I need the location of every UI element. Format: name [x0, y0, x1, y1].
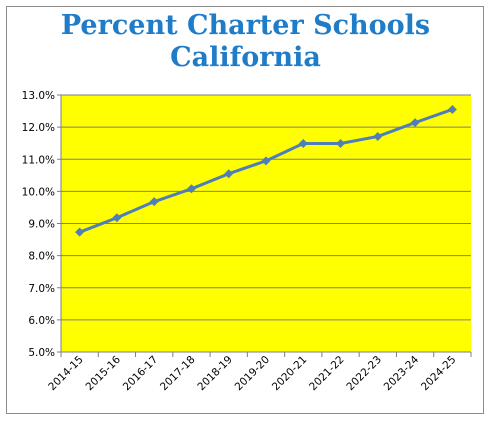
- y-tick-label: 10.0%: [22, 186, 55, 198]
- y-tick-label: 13.0%: [22, 90, 55, 102]
- data-point: [261, 156, 271, 166]
- x-tick-label: 2014-15: [46, 354, 86, 394]
- data-point: [149, 197, 159, 207]
- x-tick-label: 2021-22: [307, 354, 347, 394]
- y-tick-label: 5.0%: [28, 347, 55, 359]
- data-point: [75, 227, 85, 237]
- data-point: [186, 184, 196, 194]
- data-point: [373, 131, 383, 141]
- y-tick-label: 9.0%: [28, 219, 55, 231]
- y-tick-label: 6.0%: [28, 315, 55, 327]
- y-tick-label: 7.0%: [28, 283, 55, 295]
- y-tick-label: 11.0%: [22, 154, 55, 166]
- data-point: [336, 139, 346, 149]
- x-tick-label: 2015-16: [84, 353, 124, 393]
- x-tick-label: 2024-25: [419, 354, 459, 394]
- x-tick-label: 2020-21: [270, 354, 310, 394]
- x-tick-label: 2022-23: [344, 354, 384, 394]
- x-tick-label: 2016-17: [121, 354, 161, 394]
- chart-subtitle: California: [170, 42, 321, 73]
- data-point: [410, 118, 420, 128]
- data-point: [447, 104, 457, 114]
- chart-title-block: Percent Charter Schools California: [0, 10, 491, 74]
- x-tick-label: 2018-19: [195, 354, 235, 394]
- data-point: [298, 139, 308, 149]
- y-tick-label: 8.0%: [28, 251, 55, 263]
- x-tick-label: 2023-24: [382, 353, 422, 393]
- data-point: [224, 169, 234, 179]
- chart-title: Percent Charter Schools: [60, 10, 431, 41]
- x-tick-label: 2017-18: [158, 354, 198, 394]
- y-tick-label: 12.0%: [22, 122, 55, 134]
- data-point: [112, 213, 122, 223]
- x-tick-label: 2019-20: [233, 354, 273, 394]
